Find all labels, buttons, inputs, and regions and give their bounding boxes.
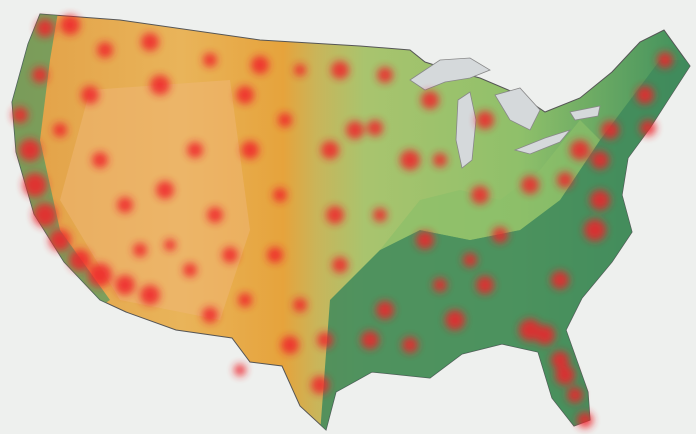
hotspot xyxy=(164,239,176,251)
hotspot xyxy=(433,278,447,292)
hotspot xyxy=(317,332,333,348)
hotspot xyxy=(183,263,197,277)
hotspot xyxy=(557,172,573,188)
hotspot xyxy=(416,231,434,249)
hotspot xyxy=(236,86,254,104)
hotspot xyxy=(92,152,108,168)
hotspot xyxy=(60,15,80,35)
hotspot xyxy=(433,153,447,167)
hotspot xyxy=(156,181,174,199)
hotspot xyxy=(88,263,112,287)
hotspot xyxy=(12,107,28,123)
hotspot xyxy=(570,140,590,160)
hotspot xyxy=(321,141,339,159)
hotspot xyxy=(234,364,246,376)
hotspot xyxy=(36,19,54,37)
hotspot xyxy=(657,52,673,68)
hotspot xyxy=(332,257,348,273)
hotspot xyxy=(521,176,539,194)
hotspot xyxy=(23,173,47,197)
hotspot xyxy=(376,301,394,319)
hotspot xyxy=(421,91,439,109)
hotspot xyxy=(238,293,252,307)
hotspot xyxy=(53,123,67,137)
hotspot xyxy=(555,365,575,385)
great-basin xyxy=(60,80,250,320)
hotspot xyxy=(400,150,420,170)
hotspot xyxy=(150,75,170,95)
hotspot xyxy=(278,113,292,127)
hotspot xyxy=(49,229,71,251)
lake-michigan xyxy=(455,91,477,169)
hotspot xyxy=(326,206,344,224)
hotspot xyxy=(377,67,393,83)
lake-superior xyxy=(409,57,491,91)
hotspot xyxy=(402,337,418,353)
hotspots xyxy=(12,15,673,428)
hotspot xyxy=(141,33,159,51)
hotspot xyxy=(367,120,383,136)
hotspot xyxy=(267,247,283,263)
hotspot xyxy=(346,121,364,139)
hotspot xyxy=(492,227,508,243)
hotspot xyxy=(463,253,477,267)
hotspot xyxy=(222,247,238,263)
midwest xyxy=(380,120,600,250)
hotspot xyxy=(19,139,41,161)
hotspot xyxy=(590,190,610,210)
hotspot xyxy=(567,387,583,403)
hotspot xyxy=(640,120,656,136)
hotspot xyxy=(476,111,494,129)
hotspot xyxy=(281,336,299,354)
hotspot xyxy=(133,243,147,257)
hotspot xyxy=(577,412,593,428)
lake-erie xyxy=(513,129,572,155)
hotspot xyxy=(361,331,379,349)
hotspot xyxy=(69,249,91,271)
hotspot xyxy=(294,64,306,76)
hotspot xyxy=(97,42,113,58)
hotspot xyxy=(331,61,349,79)
hotspot xyxy=(187,142,203,158)
hotspot xyxy=(273,188,287,202)
hotspot xyxy=(636,86,654,104)
hotspot xyxy=(203,53,217,67)
hotspot xyxy=(601,121,619,139)
lake-huron xyxy=(494,87,541,131)
hotspot xyxy=(535,325,555,345)
hotspot xyxy=(117,197,133,213)
hotspot xyxy=(32,67,48,83)
hotspot xyxy=(373,208,387,222)
hotspot xyxy=(81,86,99,104)
hotspot xyxy=(471,186,489,204)
lake-ontario xyxy=(569,105,601,121)
hotspot xyxy=(241,141,259,159)
hotspot xyxy=(202,307,218,323)
hotspot xyxy=(207,207,223,223)
hotspot xyxy=(115,275,135,295)
hotspot xyxy=(584,219,606,241)
hotspot xyxy=(293,298,307,312)
great-lakes xyxy=(409,57,601,169)
hotspot xyxy=(311,376,329,394)
hotspot xyxy=(591,151,609,169)
hotspot xyxy=(445,310,465,330)
hotspot xyxy=(551,271,569,289)
hotspot xyxy=(251,56,269,74)
hotspot xyxy=(33,203,57,227)
hotspot xyxy=(551,351,569,369)
hotspot xyxy=(476,276,494,294)
hotspot xyxy=(140,285,160,305)
